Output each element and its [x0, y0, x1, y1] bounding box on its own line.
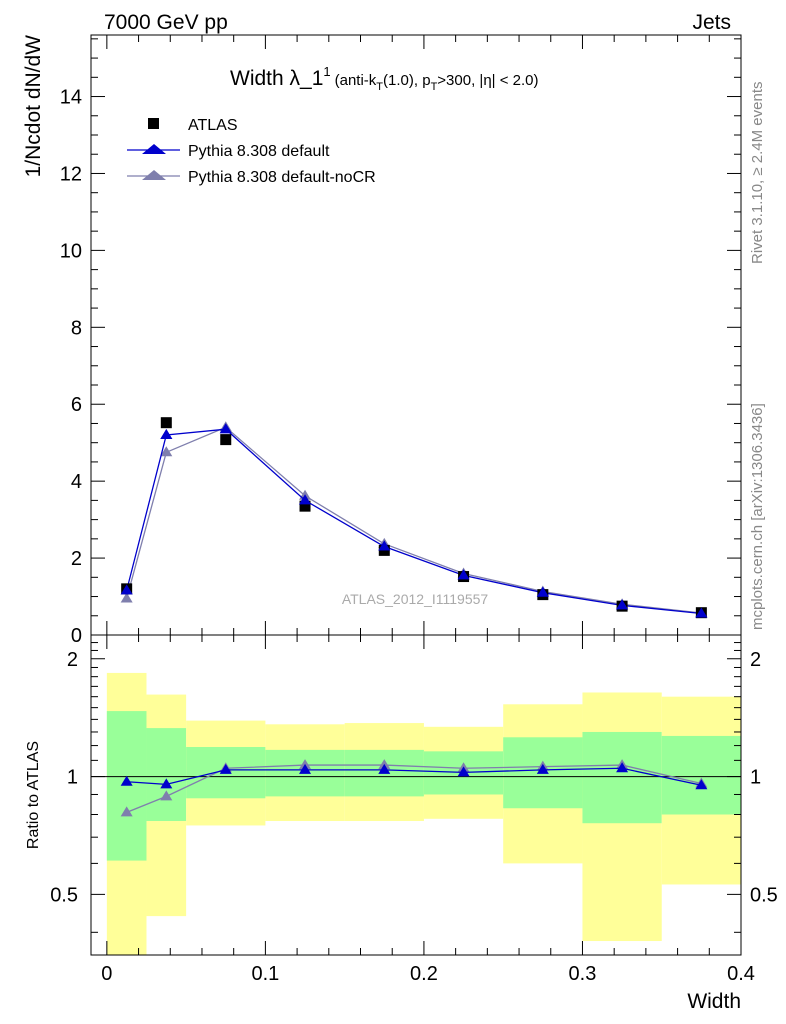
main-ytick-label: 8 [71, 317, 82, 339]
ratio-point-default [299, 763, 312, 774]
main-point-default-top [120, 584, 133, 595]
main-point-atlas [220, 434, 232, 446]
main-ytick-label: 6 [71, 394, 82, 416]
ratio-point-default [120, 775, 133, 786]
legend-atlas-marker [148, 118, 159, 129]
watermark: ATLAS_2012_I1119557 [342, 591, 489, 607]
xtick-label: 0.1 [251, 963, 279, 985]
ratio-point-default [378, 763, 391, 774]
ratio-point-default [457, 766, 470, 777]
main-point-default-top [378, 540, 391, 551]
xtick-label: 0.4 [727, 963, 755, 985]
title-sub-2: T [376, 81, 383, 93]
ratio-ytick-label-right: 0.5 [750, 884, 778, 906]
ratio-ytick-label: 1 [67, 767, 78, 789]
main-point-atlas [160, 417, 172, 429]
ratio-panel: 0.5 0.5 1 1 2 2 0 0.1 0.2 0.3 0.4 Ratio to ATLAS W… [25, 634, 778, 1013]
main-point-default-top [160, 429, 173, 439]
main-point-default-top [695, 607, 708, 618]
main-line-nocr [126, 426, 702, 614]
main-point-atlas [299, 500, 311, 512]
main-point-nocr [160, 446, 173, 457]
xtick-label: 0 [101, 963, 112, 985]
ratio-point-default [695, 779, 708, 790]
main-line-default [126, 428, 702, 615]
rivet-label: Rivet 3.1.10, ≥ 2.4M events [749, 82, 766, 265]
main-ytick-label: 4 [71, 471, 82, 493]
main-point-nocr [120, 592, 133, 603]
ratio-band-inner [146, 728, 187, 821]
ratio-point-default [160, 778, 173, 789]
ratio-point-default [219, 763, 232, 774]
main-point-default-top [219, 423, 232, 434]
ratio-band-inner [661, 735, 741, 815]
main-ytick-label: 14 [60, 87, 82, 109]
ratio-point-default [536, 763, 549, 774]
ratio-point-nocr [120, 806, 133, 817]
main-point-default-top [616, 599, 629, 610]
ratio-band-inner [582, 731, 662, 824]
main-point-default-top [536, 586, 549, 597]
ratio-ytick-label: 0.5 [50, 884, 78, 906]
xtick-label: 0.3 [569, 963, 597, 985]
main-ytick-label: 12 [60, 163, 82, 185]
ratio-band-inner [106, 711, 147, 861]
ratio-frame [90, 634, 742, 956]
energy-label: 7000 GeV pp [104, 11, 228, 34]
ratio-point-default [616, 762, 629, 773]
ratio-point-nocr [160, 790, 173, 801]
legend: ATLAS Pythia 8.308 default Pythia 8.308 … [127, 117, 376, 186]
main-panel: 0 2 4 6 8 10 12 14 1/Ncdot dN/dW Width λ_11 (ant… [22, 34, 742, 647]
legend-default-marker [142, 144, 166, 154]
legend-atlas-label: ATLAS [188, 117, 238, 134]
title-sub-3: (1.0), p [383, 72, 431, 89]
category-label: Jets [692, 11, 731, 34]
main-ytick-label: 2 [71, 548, 82, 570]
title-sub-5: >300, |η| < 2.0) [437, 72, 538, 89]
ratio-ylabel: Ratio to ATLAS [25, 741, 42, 849]
legend-nocr-label: Pythia 8.308 default-noCR [188, 169, 376, 186]
ratio-ytick-label-right: 1 [750, 767, 761, 789]
ratio-ytick-label-right: 2 [750, 649, 761, 671]
main-point-default-top [457, 569, 470, 580]
legend-default-label: Pythia 8.308 default [188, 143, 330, 160]
main-title: Width λ_11(anti-kT(1.0), pT>300, |η| < 2… [230, 64, 539, 93]
xtick-label: 0.2 [410, 963, 438, 985]
mcplots-label: mcplots.cern.ch [arXiv:1306.3436] [749, 403, 766, 630]
title-sub-1: (anti-k [335, 72, 377, 89]
main-ytick-label: 10 [60, 240, 82, 262]
main-ylabel: 1/Ncdot dN/dW [22, 35, 45, 178]
title-sup: 1 [323, 64, 330, 79]
main-ytick-label: 0 [71, 625, 82, 647]
legend-nocr-marker [142, 170, 166, 180]
xlabel: Width [687, 990, 741, 1013]
title-sub-4: T [431, 81, 438, 93]
ratio-ytick-label: 2 [67, 649, 78, 671]
main-point-default-top [299, 494, 312, 505]
title-main: Width λ_1 [230, 67, 323, 90]
